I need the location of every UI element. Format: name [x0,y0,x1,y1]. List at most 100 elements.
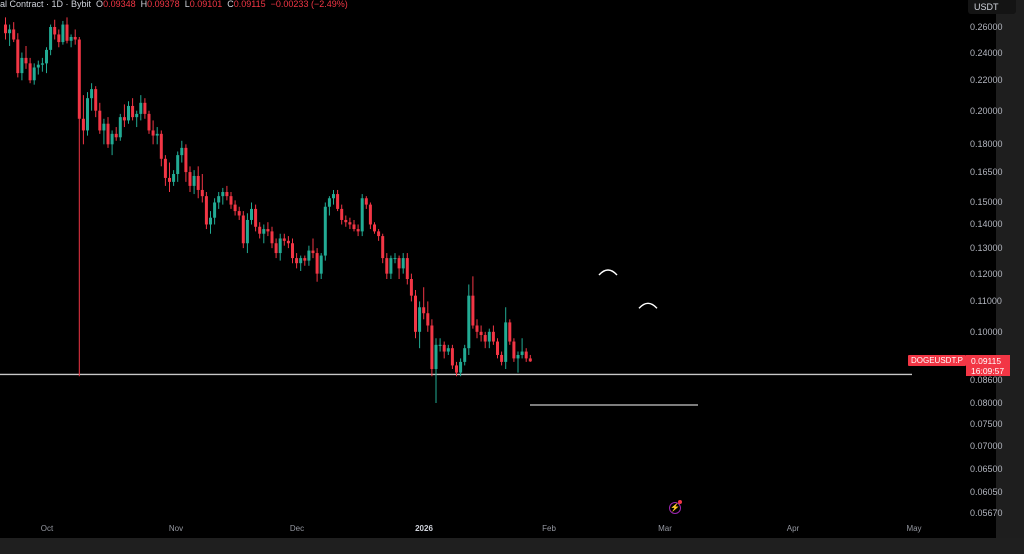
candle[interactable] [28,57,32,84]
candle[interactable] [200,174,204,203]
chart-area[interactable] [0,0,996,538]
candle[interactable] [315,248,319,282]
candle[interactable] [291,238,294,264]
candle[interactable] [8,24,12,46]
candle[interactable] [258,222,262,239]
lightning-event-icon[interactable]: ⚡ [669,502,681,514]
candle[interactable] [303,255,307,266]
candle[interactable] [217,192,221,209]
candle[interactable] [106,117,110,148]
candle[interactable] [188,166,192,193]
candle[interactable] [168,162,171,193]
candle[interactable] [49,24,53,56]
candle[interactable] [409,273,413,302]
candle[interactable] [504,307,508,369]
candle[interactable] [389,255,393,280]
candle[interactable] [487,328,491,349]
candle[interactable] [184,144,188,182]
candle[interactable] [336,189,340,212]
candle[interactable] [491,325,495,345]
candle[interactable] [163,155,167,186]
candle[interactable] [135,110,139,128]
candle[interactable] [332,189,335,205]
candle[interactable] [254,204,258,232]
candle[interactable] [323,202,327,261]
candle[interactable] [442,341,446,359]
candle[interactable] [405,253,409,285]
candle[interactable] [73,29,77,45]
candle[interactable] [102,118,106,145]
candle[interactable] [274,238,278,259]
candle[interactable] [446,344,450,355]
candle[interactable] [20,52,24,81]
candle[interactable] [520,338,524,359]
candle[interactable] [278,233,282,261]
candle[interactable] [352,219,356,232]
candle[interactable] [483,331,487,349]
candle[interactable] [204,192,208,230]
candle[interactable] [65,17,69,44]
candle[interactable] [122,104,126,128]
candle[interactable] [45,47,48,74]
candle[interactable] [118,113,122,141]
candle[interactable] [524,348,528,362]
candle[interactable] [192,170,196,195]
candle[interactable] [438,338,442,352]
candle[interactable] [426,301,430,332]
candle[interactable] [422,287,426,320]
candle[interactable] [172,170,176,186]
candle[interactable] [237,206,241,220]
arc-annotation[interactable] [598,269,618,276]
candle[interactable] [368,202,372,230]
candle[interactable] [213,198,217,225]
candle[interactable] [53,19,57,40]
candle[interactable] [340,204,344,225]
candle[interactable] [57,29,61,48]
candle[interactable] [500,351,504,366]
candle[interactable] [475,319,479,339]
candle[interactable] [250,202,253,225]
candle[interactable] [467,284,471,355]
candle[interactable] [463,344,467,366]
candle[interactable] [512,338,516,362]
candle[interactable] [282,233,286,246]
candle[interactable] [209,211,212,234]
candle[interactable] [401,253,405,274]
candle[interactable] [176,151,180,182]
candle[interactable] [98,102,102,134]
candle[interactable] [90,83,94,111]
candle[interactable] [262,224,266,244]
candle[interactable] [131,98,135,121]
candle[interactable] [36,60,40,75]
candle[interactable] [40,57,44,72]
candle[interactable] [430,319,434,377]
candle[interactable] [434,338,438,403]
candle[interactable] [127,101,130,124]
candle[interactable] [418,301,422,349]
candle[interactable] [77,36,81,377]
candle[interactable] [180,140,184,163]
candle[interactable] [12,22,16,43]
candle[interactable] [86,92,89,136]
candle[interactable] [311,238,315,259]
candle[interactable] [69,34,73,48]
candle[interactable] [147,110,151,134]
candle[interactable] [381,233,385,264]
candle[interactable] [364,196,368,209]
candle[interactable] [299,255,303,272]
candle[interactable] [233,200,237,216]
candle[interactable] [159,130,163,167]
candle[interactable] [377,229,381,241]
candle[interactable] [16,33,20,78]
candle[interactable] [270,226,274,249]
candle[interactable] [225,185,229,201]
candle[interactable] [414,290,417,339]
candle[interactable] [373,222,376,234]
candle[interactable] [110,130,114,156]
candlestick-plot[interactable] [0,0,996,538]
right-scrollbar[interactable] [996,0,1024,538]
candle[interactable] [286,236,290,249]
candle[interactable] [139,95,143,121]
candle[interactable] [61,20,65,45]
candle[interactable] [266,222,270,237]
